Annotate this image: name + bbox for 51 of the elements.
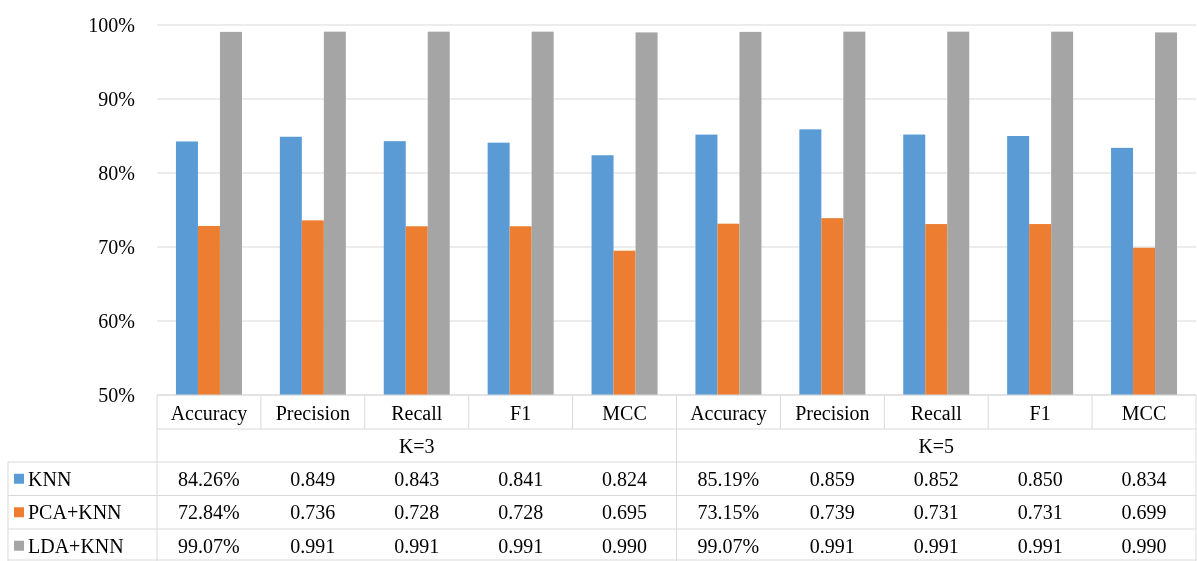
data-label: 0.824 — [602, 467, 648, 490]
data-label: 0.699 — [1121, 501, 1167, 524]
data-label: 0.834 — [1121, 467, 1167, 490]
x-tick-label: Precision — [795, 402, 870, 424]
x-tick-label: Recall — [910, 402, 963, 424]
data-label: 0.841 — [498, 467, 544, 490]
data-label: 0.991 — [394, 534, 440, 557]
x-tick-label: Accuracy — [690, 402, 767, 425]
data-label: 0.739 — [809, 501, 855, 524]
data-label: 0.731 — [913, 501, 959, 524]
data-label: 0.991 — [913, 534, 959, 557]
data-label: 99.07% — [697, 534, 760, 557]
data-label: 0.728 — [394, 501, 440, 524]
y-tick-label: 50% — [98, 384, 135, 406]
x-tick-label: F1 — [510, 402, 532, 424]
x-tick-label: MCC — [602, 402, 647, 424]
data-label: 0.850 — [1017, 467, 1063, 490]
y-tick-label: 90% — [98, 88, 135, 110]
data-label: 0.991 — [498, 534, 544, 557]
data-label: 0.991 — [290, 534, 336, 557]
data-label: 0.849 — [290, 467, 336, 490]
x-tick-label: MCC — [1121, 402, 1167, 424]
text: K=5 — [918, 434, 955, 457]
data-label: 0.695 — [602, 501, 648, 524]
data-label: 0.990 — [1121, 534, 1167, 557]
y-tick-label: 70% — [98, 236, 135, 258]
data-label: 85.19% — [697, 467, 760, 490]
x-tick-label: Accuracy — [170, 402, 248, 425]
data-label: 0.843 — [394, 467, 440, 490]
data-label: 0.859 — [809, 467, 855, 490]
data-label: 0.728 — [498, 501, 544, 524]
y-tick-label: 60% — [98, 310, 135, 332]
data-label: 99.07% — [178, 534, 240, 557]
x-tick-label: F1 — [1029, 402, 1051, 424]
data-label: 0.731 — [1017, 501, 1063, 524]
legend-label: KNN — [28, 467, 72, 490]
data-label: 0.991 — [809, 534, 855, 557]
x-tick-label: Precision — [275, 402, 351, 424]
legend-label: LDA+KNN — [28, 534, 124, 557]
data-label: 0.991 — [1017, 534, 1063, 557]
data-label: 0.990 — [602, 534, 648, 557]
legend-label: PCA+KNN — [28, 501, 122, 524]
data-label: 72.84% — [178, 501, 240, 524]
data-label: 0.852 — [913, 467, 959, 490]
data-label: 73.15% — [697, 501, 760, 524]
data-label: 84.26% — [178, 467, 240, 490]
text: K=3 — [398, 434, 435, 457]
x-tick-label: Recall — [391, 402, 443, 424]
y-tick-label: 80% — [98, 162, 135, 184]
y-tick-label: 100% — [88, 14, 135, 36]
data-label: 0.736 — [290, 501, 336, 524]
